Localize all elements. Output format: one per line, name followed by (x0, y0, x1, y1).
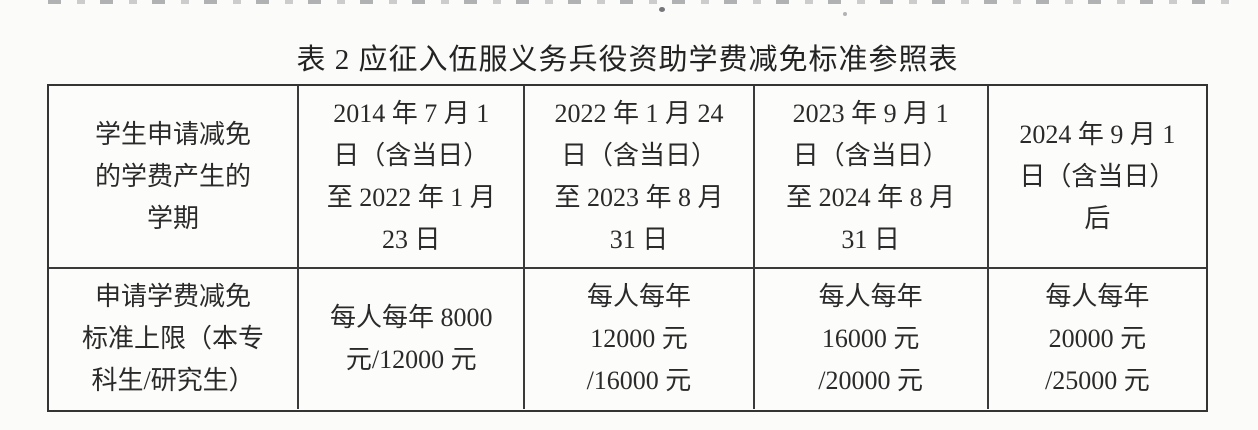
cropped-text-artifact (48, 0, 1238, 4)
value-cell-cap-16000-20000: 每人每年 16000 元 /20000 元 (754, 267, 989, 409)
header-cell-period-after-2024: 2024 年 9 月 1 日（含当日） 后 (1019, 119, 1176, 233)
value-cell-cap-8000-12000: 每人每年 8000 元/12000 元 (299, 267, 526, 409)
value-cell-cap-12000-16000: 每人每年 12000 元 /16000 元 (525, 267, 755, 409)
table-title: 表 2 应征入伍服义务兵役资助学费减免标准参照表 (296, 44, 959, 76)
value-cell-standard-label: 申请学费减免 标准上限（本专 科生/研究生） (49, 267, 300, 409)
value-cell-cap-20000-25000: 每人每年 20000 元 /25000 元 (988, 267, 1206, 409)
header-cell-period-2023-to-2024: 2023 年 9 月 1 日（含当日） 至 2024 年 8 月 31 日 (755, 86, 989, 267)
header-cell-period-2022-to-2023: 2022 年 1 月 24 日（含当日） 至 2023 年 8 月 31 日 (525, 86, 755, 267)
header-cell-period-2014-to-2022: 2014 年 7 月 1 日（含当日） 至 2022 年 1 月 23 日 (299, 86, 526, 267)
scan-speck (843, 12, 847, 16)
tuition-waiver-table: 学生申请减免 的学费产生的 学期 2014 年 7 月 1 日（含当日） 至 2… (47, 84, 1208, 412)
scan-speck (659, 7, 665, 12)
header-cell-semester-scope: 学生申请减免 的学费产生的 学期 (49, 86, 300, 267)
